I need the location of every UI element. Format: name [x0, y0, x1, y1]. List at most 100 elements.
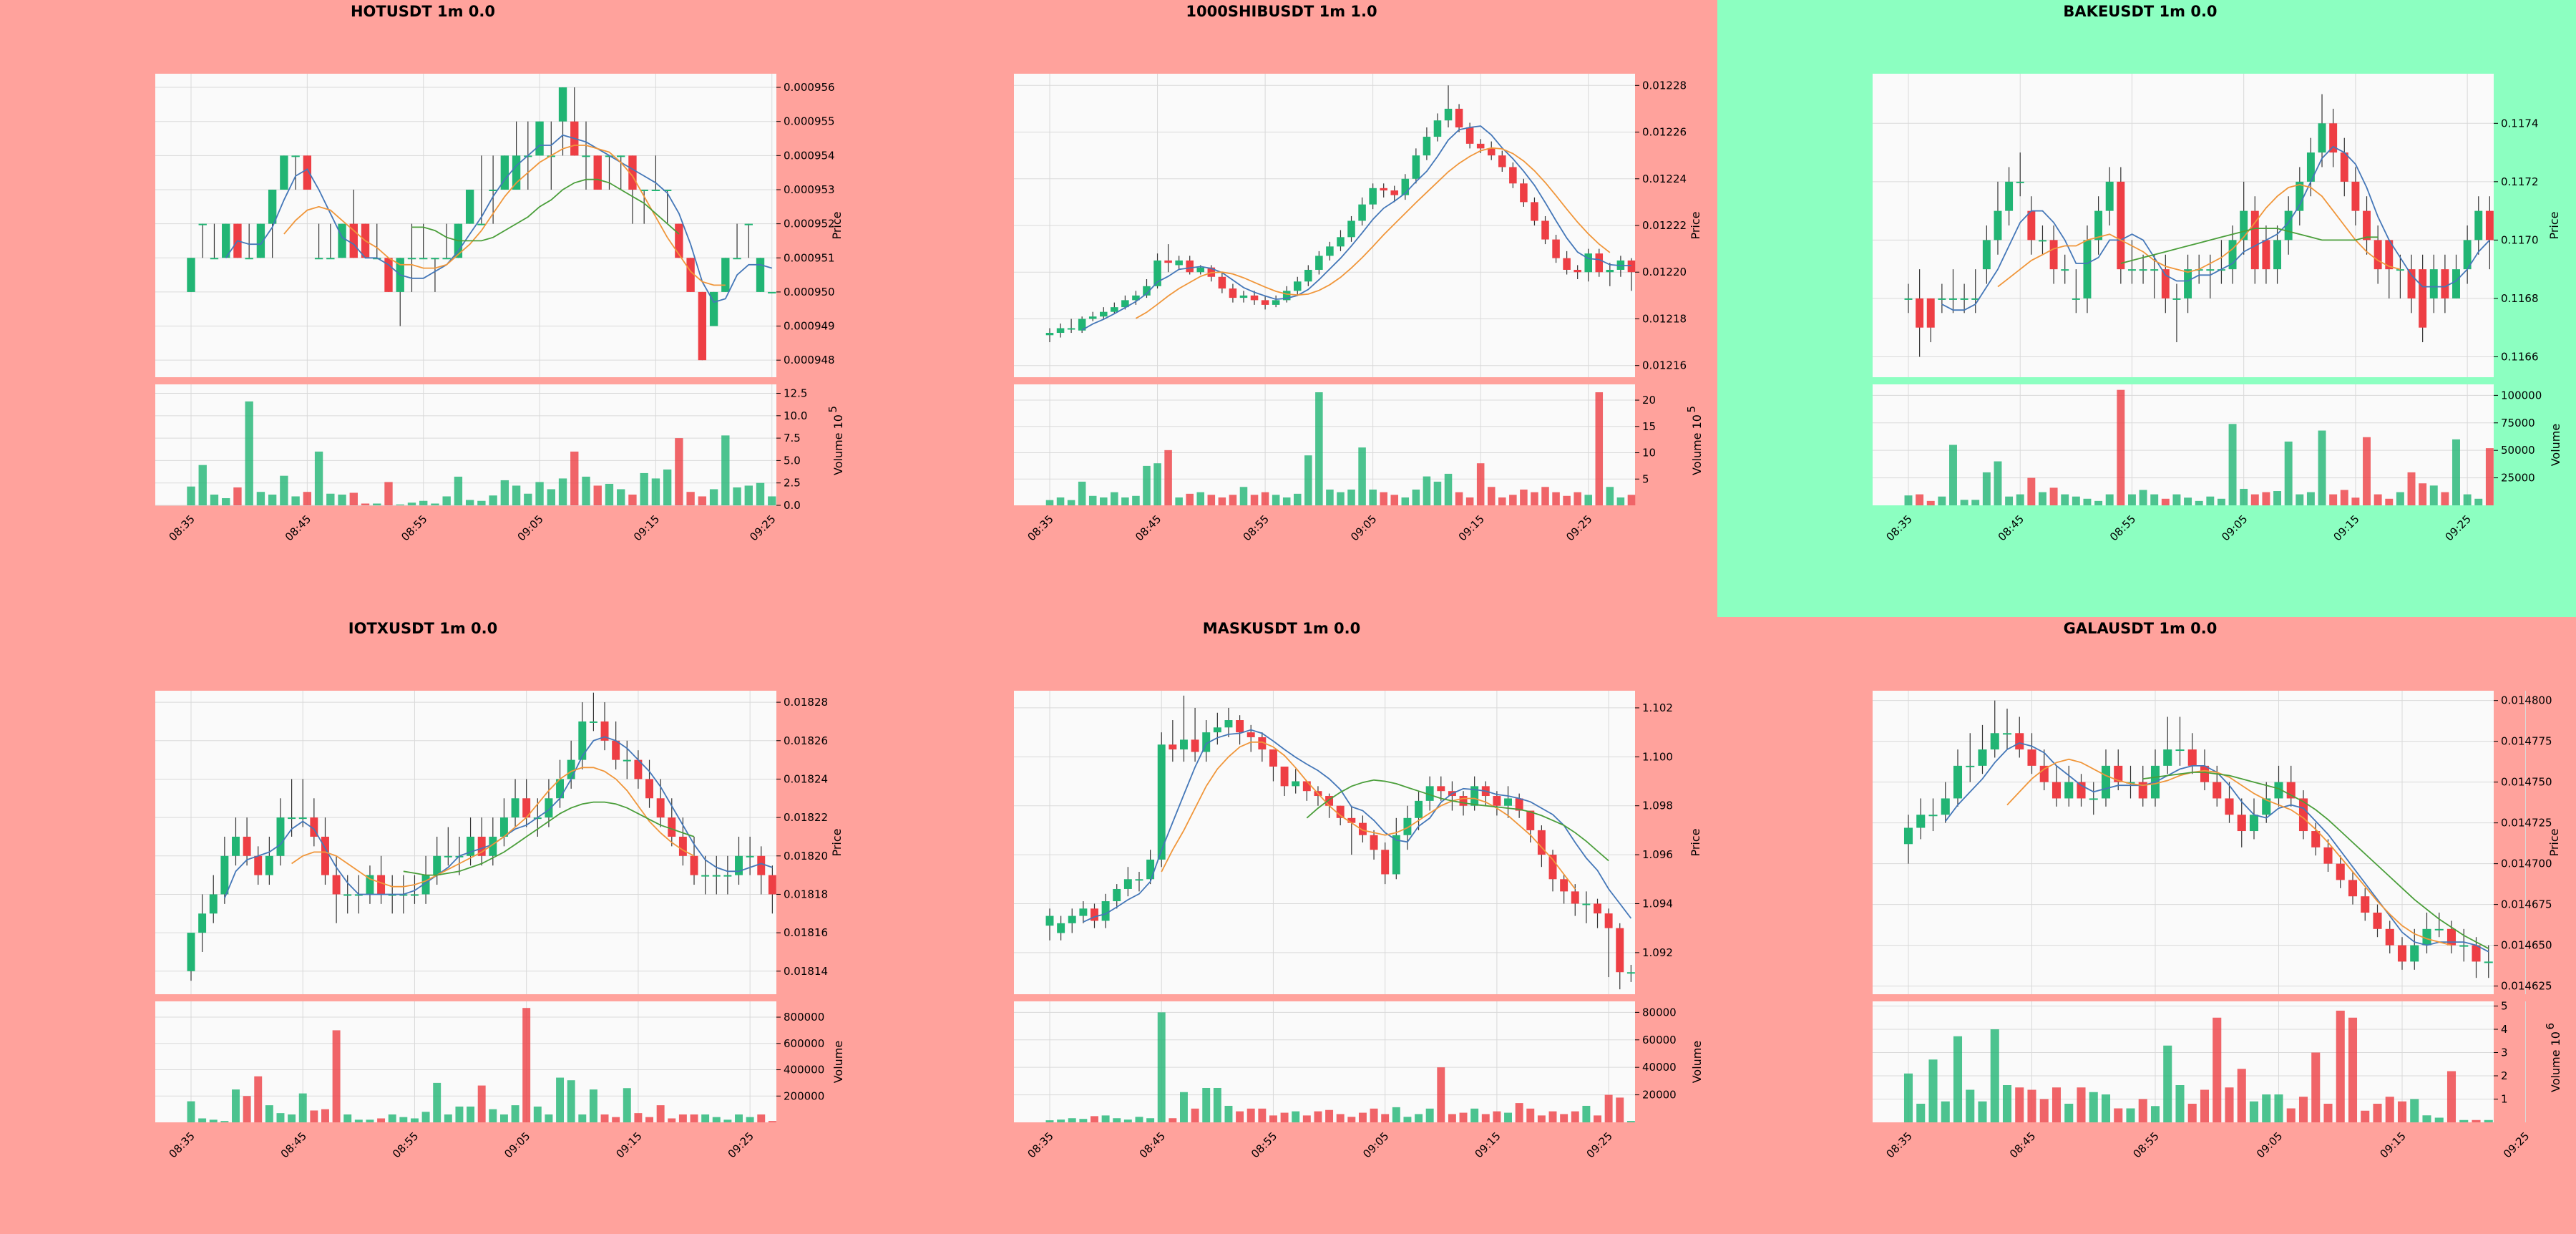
volume-bar	[1903, 1073, 1913, 1122]
candle-body	[2225, 798, 2234, 815]
volume-bar	[1994, 461, 2002, 505]
candle-body	[712, 875, 721, 877]
candle-body	[1552, 239, 1560, 258]
volume-bar	[349, 492, 358, 505]
chart-svg-4: MASKUSDT 1m 0.0 08:35 08:45 08:55 09:05 09:15…	[1014, 620, 1704, 1160]
candle-body	[276, 817, 285, 856]
candle-body	[1928, 815, 1938, 817]
candle-body	[1459, 796, 1468, 806]
candle-body	[2172, 298, 2181, 300]
candle-body	[1487, 148, 1496, 156]
volume-bar	[617, 489, 625, 505]
volume-bar	[701, 1114, 710, 1122]
volume-bar	[2039, 492, 2046, 505]
volume-bar	[421, 1112, 430, 1122]
volume-bar	[578, 1114, 587, 1122]
candle-body	[2397, 945, 2407, 962]
volume-bar	[1326, 489, 1334, 505]
candle-body	[1904, 298, 1913, 300]
candle-body	[1157, 744, 1166, 860]
candle-body	[582, 155, 590, 157]
volume-bar	[1358, 1112, 1367, 1122]
volume-bar	[2340, 490, 2348, 505]
volume-bar	[1302, 1115, 1311, 1122]
volume-bar	[1504, 1112, 1512, 1122]
volume-bar	[410, 1118, 419, 1122]
candle-body	[2361, 896, 2370, 913]
volume-bar	[1541, 487, 1549, 505]
candle-body	[1949, 298, 1957, 300]
candle-body	[1423, 137, 1431, 156]
volume-bar	[1045, 1120, 1054, 1122]
vol-tick-label: 25000	[2501, 472, 2535, 485]
y-tick-label: 0.01824	[784, 772, 828, 785]
volume-bar	[298, 1093, 307, 1122]
candle-body	[2422, 928, 2431, 946]
candle-body	[1146, 859, 1155, 880]
vol-tick-label: 20000	[1642, 1089, 1677, 1102]
x-tick-label: 09:05	[1348, 512, 1379, 543]
chart-title: GALAUSDT 1m 0.0	[2064, 620, 2218, 637]
volume-bar	[1606, 487, 1614, 505]
candle-body	[1433, 120, 1442, 137]
candle-body	[2051, 782, 2062, 799]
candle-body	[1135, 879, 1143, 881]
candle-body	[1606, 269, 1614, 273]
y-tick-label: 0.000951	[784, 251, 835, 264]
x-tick-label: 08:35	[1884, 1129, 1915, 1160]
candle-body	[1121, 300, 1129, 308]
candle-body	[686, 258, 695, 292]
volume-bar	[1465, 497, 1474, 505]
volume-bar	[187, 486, 195, 505]
candle-body	[377, 875, 386, 895]
volume-bar	[2172, 494, 2181, 505]
volume-bar	[499, 1114, 508, 1122]
volume-bar	[2273, 491, 2282, 505]
volume-bar	[768, 1121, 776, 1122]
price-axis-label: Price	[2547, 211, 2561, 239]
volume-bar	[1218, 497, 1226, 505]
candle-body	[1381, 850, 1390, 875]
candle-body	[500, 155, 509, 190]
candle-body	[2434, 928, 2444, 931]
volume-bar	[1433, 481, 1442, 505]
volume-bar	[2472, 1119, 2481, 1122]
volume-bar	[1315, 392, 1323, 505]
volume-bar	[2064, 1104, 2074, 1122]
x-tick-label: 09:25	[747, 512, 778, 543]
volume-bar	[431, 503, 439, 505]
candle-body	[1292, 781, 1300, 787]
volume-bar	[1213, 1087, 1221, 1122]
volume-bar	[1616, 1097, 1624, 1122]
ma-mid-line	[291, 767, 695, 888]
volume-bar	[1191, 1108, 1199, 1122]
candle-body	[1515, 798, 1523, 811]
ma-slow-line	[2120, 228, 2379, 264]
volume-bar	[187, 1101, 195, 1122]
candle-body	[1531, 202, 1538, 221]
x-tick-label: 08:55	[2107, 512, 2138, 543]
candle-body	[2163, 749, 2172, 766]
candle-body	[1132, 295, 1140, 301]
candle-body	[187, 933, 195, 971]
vol-tick-label: 4	[2501, 1023, 2508, 1036]
volume-bar	[1584, 495, 1592, 505]
volume-bar	[354, 1119, 363, 1122]
candle-body	[768, 291, 776, 293]
chart-title: HOTUSDT 1m 0.0	[351, 3, 495, 20]
volume-bar	[1978, 1101, 1987, 1122]
volume-bar	[332, 1030, 341, 1122]
volume-bar	[1180, 1092, 1188, 1122]
x-tick-label: 08:35	[1025, 1129, 1056, 1160]
candle-body	[343, 894, 352, 896]
candle-body	[2175, 749, 2185, 752]
volume-bar	[2126, 1108, 2135, 1122]
volume-bar	[2072, 496, 2080, 505]
volume-bar	[366, 1119, 374, 1122]
candle-body	[2061, 269, 2069, 271]
candle-body	[2329, 123, 2338, 153]
ma-slow-line	[411, 178, 680, 242]
volume-bar	[2396, 492, 2404, 505]
candle-body	[1370, 835, 1378, 850]
y-tick-label: 0.000955	[784, 115, 835, 128]
